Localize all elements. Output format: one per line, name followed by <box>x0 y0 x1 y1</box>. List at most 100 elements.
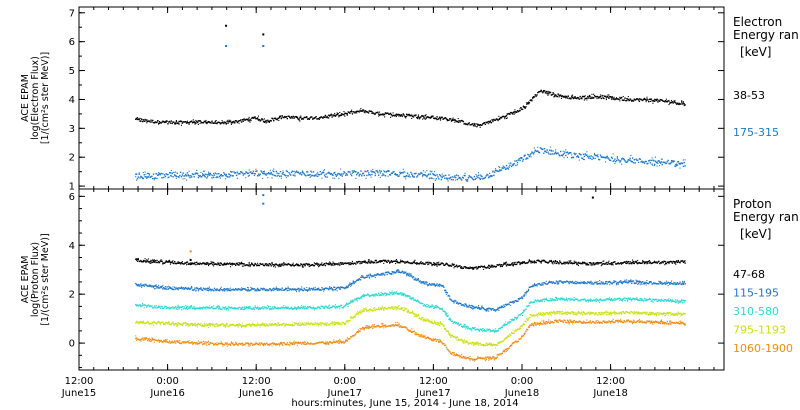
electron-ytick-label: 3 <box>69 124 75 135</box>
data-point <box>609 263 612 265</box>
data-point <box>541 282 543 284</box>
data-point <box>520 262 522 265</box>
data-point <box>567 281 570 283</box>
data-point <box>365 177 367 179</box>
data-point <box>334 171 336 174</box>
data-point <box>146 306 148 308</box>
data-point <box>214 120 217 123</box>
data-point <box>564 151 566 153</box>
data-point <box>572 299 575 301</box>
data-point <box>194 322 196 325</box>
data-point <box>317 175 319 178</box>
data-point <box>662 261 664 264</box>
data-point <box>406 273 408 275</box>
data-point <box>628 99 630 102</box>
data-point <box>494 328 497 330</box>
data-point <box>203 120 206 123</box>
data-point <box>264 289 267 292</box>
data-point <box>632 297 635 299</box>
data-point <box>469 306 471 308</box>
data-point <box>229 174 231 176</box>
data-point <box>295 308 297 310</box>
data-point <box>238 289 240 291</box>
data-point <box>213 172 215 175</box>
data-point <box>513 301 515 304</box>
data-point <box>621 300 623 302</box>
data-point <box>293 170 295 173</box>
data-point <box>624 299 626 302</box>
data-point <box>420 302 422 304</box>
data-point <box>270 325 272 327</box>
data-point <box>644 262 646 264</box>
data-point <box>283 289 285 292</box>
data-point <box>338 177 340 179</box>
data-point <box>230 171 233 173</box>
data-point <box>194 307 196 310</box>
data-point <box>286 175 288 177</box>
data-point <box>638 98 640 100</box>
data-point <box>202 325 205 327</box>
data-point <box>438 117 440 120</box>
data-point <box>361 275 364 277</box>
data-point <box>413 114 415 117</box>
data-point <box>203 307 206 309</box>
data-point <box>466 306 469 308</box>
data-point <box>654 298 657 301</box>
data-point <box>630 280 632 282</box>
data-point <box>540 89 542 92</box>
data-point <box>386 308 388 310</box>
data-point <box>240 121 243 123</box>
data-point <box>567 95 569 97</box>
data-point <box>435 323 437 326</box>
data-point <box>574 261 576 264</box>
data-point <box>370 176 372 178</box>
data-point <box>564 263 566 265</box>
data-point <box>224 326 227 328</box>
data-point <box>540 261 542 263</box>
data-point <box>240 325 243 328</box>
data-point <box>141 261 144 263</box>
data-point <box>406 310 409 313</box>
data-point <box>385 271 388 273</box>
data-point <box>483 329 486 331</box>
data-point <box>442 175 444 177</box>
data-point <box>612 264 614 266</box>
data-point <box>679 262 681 264</box>
data-point <box>516 110 519 112</box>
data-point <box>382 113 384 115</box>
data-point <box>483 268 485 270</box>
data-point <box>182 287 184 289</box>
data-point <box>151 121 153 123</box>
data-point <box>659 281 662 283</box>
data-point <box>389 112 392 115</box>
data-point <box>328 323 330 326</box>
data-point <box>312 324 314 326</box>
data-point <box>317 288 319 290</box>
data-point <box>502 167 504 170</box>
data-point <box>621 263 623 265</box>
data-point <box>634 282 636 285</box>
data-point <box>515 263 517 266</box>
data-point <box>307 321 309 323</box>
data-point <box>488 310 490 312</box>
data-point <box>409 297 411 300</box>
data-point <box>542 148 544 150</box>
data-point <box>465 178 467 181</box>
data-point <box>364 170 366 173</box>
data-point <box>573 299 575 302</box>
data-point <box>213 307 216 310</box>
data-point <box>455 300 457 302</box>
data-point <box>669 283 671 285</box>
data-point <box>378 170 381 172</box>
data-point <box>640 282 642 284</box>
data-point <box>427 319 429 321</box>
data-point <box>593 262 595 265</box>
data-point <box>250 263 252 266</box>
data-point <box>600 281 603 283</box>
data-point <box>554 262 556 264</box>
data-point <box>289 117 292 119</box>
data-point <box>240 308 243 310</box>
data-point <box>367 274 370 276</box>
data-point <box>352 281 355 283</box>
data-point <box>477 176 479 179</box>
